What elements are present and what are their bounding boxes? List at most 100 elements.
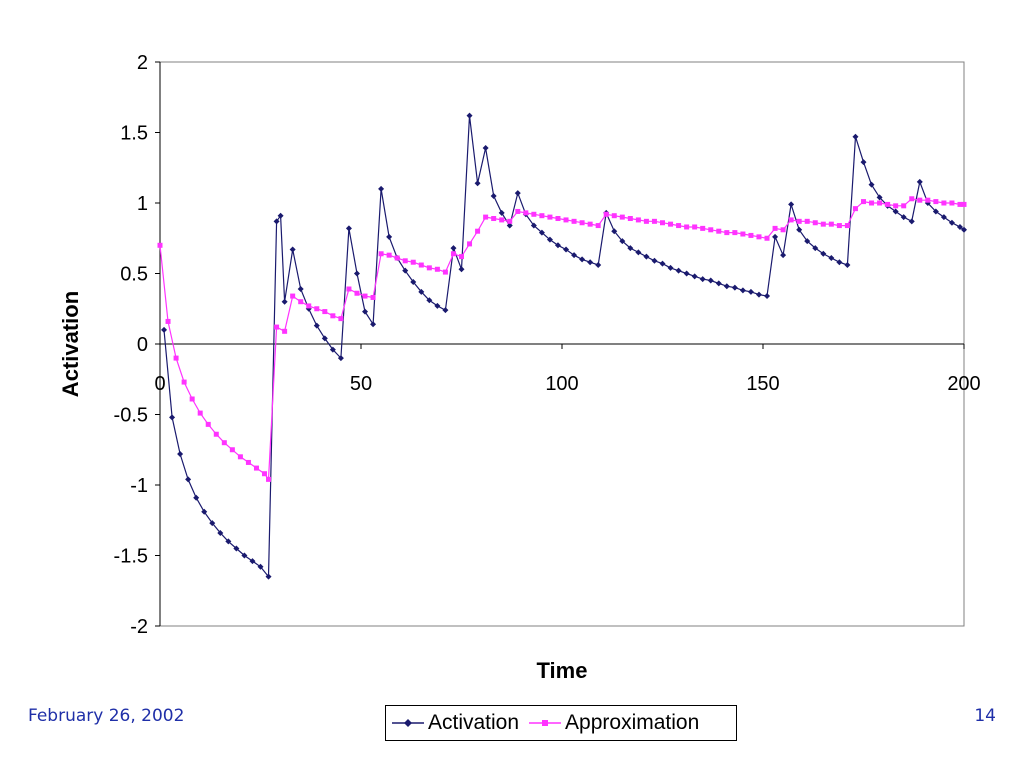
data-point: [603, 211, 609, 217]
y-axis-title: Activation: [58, 291, 83, 397]
data-point: [852, 206, 858, 212]
data-point: [571, 252, 578, 259]
data-point: [643, 253, 650, 260]
data-point: [506, 222, 513, 229]
data-point: [329, 346, 336, 353]
data-point: [450, 251, 456, 257]
x-axis-title: Time: [537, 658, 588, 683]
data-point: [836, 223, 842, 229]
data-point: [213, 431, 219, 437]
y-tick-label: -2: [130, 616, 148, 638]
data-point: [426, 297, 433, 304]
data-point: [732, 230, 738, 236]
data-point: [611, 228, 618, 235]
data-point: [189, 396, 195, 402]
data-point: [221, 440, 227, 446]
data-point: [161, 326, 168, 333]
data-point: [229, 447, 235, 453]
data-point: [434, 302, 441, 309]
data-point: [386, 252, 392, 258]
y-tick-label: 1: [137, 193, 148, 215]
data-point: [587, 221, 593, 227]
data-point: [925, 197, 931, 203]
data-point: [901, 203, 907, 209]
data-point: [370, 294, 376, 300]
data-point: [676, 223, 682, 229]
legend-label-activation: Activation: [428, 711, 520, 734]
data-point: [940, 214, 947, 221]
data-point: [796, 218, 802, 224]
data-point: [514, 190, 521, 197]
data-point: [723, 283, 730, 290]
data-point: [426, 265, 432, 271]
data-point: [675, 267, 682, 274]
data-point: [739, 287, 746, 294]
series-layer: [157, 112, 967, 580]
data-point: [796, 226, 803, 233]
data-point: [531, 211, 537, 217]
data-point: [217, 529, 224, 536]
data-point: [860, 159, 867, 166]
data-point: [386, 233, 393, 240]
data-point: [948, 219, 955, 226]
data-point: [748, 232, 754, 238]
data-point: [917, 197, 923, 203]
data-point: [747, 288, 754, 295]
data-point: [780, 252, 787, 259]
data-point: [241, 552, 248, 559]
data-point: [684, 224, 690, 230]
data-point: [165, 318, 171, 324]
data-point: [699, 276, 706, 283]
data-point: [281, 298, 288, 305]
data-point: [402, 267, 409, 274]
data-point: [668, 221, 674, 227]
data-point: [900, 214, 907, 221]
data-point: [362, 308, 369, 315]
data-point: [266, 476, 272, 482]
data-point: [313, 322, 320, 329]
data-point: [193, 494, 200, 501]
data-point: [346, 286, 352, 292]
data-point: [237, 454, 243, 460]
data-point: [731, 284, 738, 291]
data-point: [539, 213, 545, 219]
data-point: [587, 259, 594, 266]
data-point: [708, 227, 714, 233]
data-point: [916, 178, 923, 185]
data-point: [475, 228, 481, 234]
data-point: [893, 203, 899, 209]
data-point: [253, 465, 259, 471]
data-point: [651, 218, 657, 224]
data-point: [909, 196, 915, 202]
data-point: [181, 379, 187, 385]
legend-swatch-activation: [392, 719, 424, 727]
data-point: [619, 214, 625, 220]
data-point: [297, 286, 304, 293]
data-point: [861, 199, 866, 205]
data-point: [933, 199, 939, 205]
data-point: [442, 269, 448, 275]
data-point: [474, 180, 481, 187]
data-point: [225, 538, 232, 545]
data-point: [378, 185, 385, 192]
data-point: [643, 218, 649, 224]
data-point: [595, 223, 601, 229]
data-point: [756, 234, 762, 240]
data-point: [716, 228, 722, 234]
series-approximation: [157, 196, 967, 482]
data-point: [499, 217, 505, 223]
data-point: [595, 262, 602, 269]
data-point: [554, 242, 561, 249]
data-point: [804, 238, 811, 245]
data-point: [530, 222, 537, 229]
legend-label-approximation: Approximation: [565, 711, 700, 734]
data-point: [546, 236, 553, 243]
data-point: [321, 335, 328, 342]
data-point: [788, 217, 794, 223]
data-point: [491, 216, 497, 222]
data-point: [394, 255, 400, 261]
data-point: [788, 201, 795, 208]
data-point: [330, 313, 336, 319]
data-point: [961, 201, 967, 207]
legend: Activation Approximation: [385, 705, 737, 741]
